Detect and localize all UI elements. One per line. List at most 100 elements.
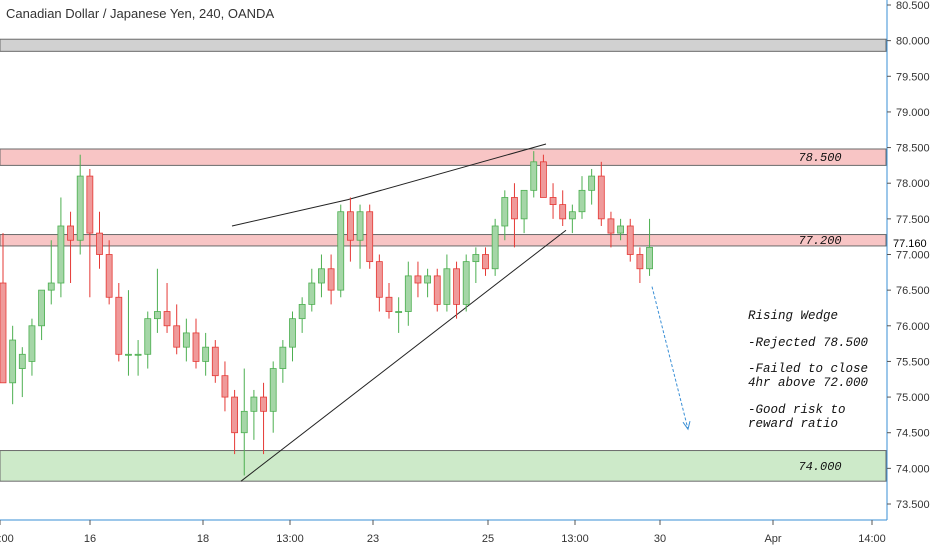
trendline [347, 143, 547, 201]
candle-body [366, 211, 374, 263]
candle-body [327, 268, 335, 291]
time-tick-label: 13:00 [561, 533, 589, 545]
candle-body [279, 346, 287, 369]
candle-body [250, 396, 258, 412]
candle-body [115, 296, 123, 355]
candle-body [646, 246, 653, 270]
candle-body [125, 353, 132, 356]
candle-body [482, 254, 489, 270]
candle-body [173, 325, 181, 348]
price-tick-label: 80.500 [896, 0, 930, 12]
zone-label: 74.000 [798, 460, 841, 474]
candle-body [501, 197, 509, 227]
time-tick-label: 13:00 [0, 533, 14, 545]
time-tick-label: 25 [482, 533, 494, 545]
time-tick-label: 16 [84, 533, 96, 545]
candle-body [404, 275, 412, 312]
candle-body [337, 211, 345, 291]
candle-body [578, 189, 586, 213]
price-tick-label: 75.500 [896, 356, 930, 368]
candle-body [240, 410, 248, 434]
candle-body [298, 303, 306, 320]
candle-body [192, 332, 200, 362]
candle-body [491, 225, 499, 270]
price-tick-label: 79.500 [896, 71, 930, 83]
note-line3b: reward ratio [748, 417, 839, 431]
candle-body [511, 197, 518, 220]
last-price-label: 77.160 [893, 238, 927, 250]
candle-body [424, 275, 432, 284]
price-tick-label: 76.500 [896, 285, 930, 297]
zone-band [0, 38, 887, 52]
candle-body [0, 282, 7, 384]
note-line3a: -Good risk to [748, 403, 846, 417]
candle-body [18, 353, 26, 369]
time-tick-label: Apr [764, 533, 781, 545]
candle-body [134, 353, 142, 356]
note-line2a: -Failed to close [748, 362, 869, 376]
trendline [231, 199, 349, 227]
candle-body [607, 218, 615, 234]
candle-body [559, 204, 567, 220]
zones-layer: 78.500 77.200 74.000 [0, 38, 887, 482]
candle-body [346, 211, 354, 241]
zone-band [0, 148, 887, 166]
price-tick-label: 76.000 [896, 321, 930, 333]
arrow-head [682, 421, 691, 431]
last-price-bg [889, 236, 932, 251]
candle-body [182, 332, 190, 348]
note-line2b: 4hr above 72.000 [748, 376, 869, 390]
candle-body [47, 282, 55, 291]
price-tick-label: 75.000 [896, 392, 930, 404]
candle-body [211, 346, 219, 377]
candle-body [395, 311, 403, 313]
candle-body [289, 318, 296, 348]
time-tick-label: 23 [367, 533, 379, 545]
time-axis[interactable]: 13:00 16 18 13:00 23 25 13:00 30 Apr 14:00 [0, 519, 887, 545]
note-line1: -Rejected 78.500 [748, 336, 869, 350]
candle-body [269, 368, 277, 412]
candle-body [67, 225, 74, 241]
candle-body [433, 275, 441, 305]
time-tick-label: 30 [654, 533, 666, 545]
price-tick-label: 78.500 [896, 143, 930, 155]
candle-body [318, 268, 325, 284]
candle-body [260, 396, 267, 412]
projection-arrow [651, 286, 689, 430]
price-tick-label: 74.500 [896, 428, 930, 440]
candle-body [636, 254, 644, 270]
candle-body [202, 346, 210, 362]
candle-body [231, 396, 239, 434]
candles-layer [0, 151, 653, 476]
candle-body [163, 311, 171, 327]
price-tick-label: 79.000 [896, 107, 930, 119]
candle-body [520, 189, 528, 220]
price-axis[interactable]: 80.500 80.000 79.500 79.000 78.500 78.000 77.5… [886, 0, 932, 550]
candle-body [443, 268, 451, 305]
candle-body [9, 339, 17, 384]
time-tick-label: 13:00 [276, 533, 304, 545]
time-tick-label: 18 [197, 533, 209, 545]
candle-body [472, 254, 480, 263]
candle-body [588, 175, 596, 191]
candle-body [221, 375, 229, 398]
candle-body [356, 211, 364, 241]
price-tick-label: 80.000 [896, 36, 930, 48]
candle-body [617, 225, 624, 234]
candle-body [57, 225, 65, 284]
price-tick-label: 73.500 [896, 499, 930, 511]
candle-body [105, 254, 113, 298]
price-tick-label: 77.000 [896, 250, 930, 262]
candle-body [540, 161, 547, 198]
candle-body [38, 289, 45, 327]
candle-body [86, 175, 94, 234]
candle-body [28, 325, 36, 362]
zone-label: 78.500 [798, 151, 841, 165]
candle-body [626, 225, 634, 255]
price-tick-label: 77.500 [896, 214, 930, 226]
trendline [240, 229, 567, 482]
candle-body [385, 296, 393, 312]
zone-band [0, 234, 887, 247]
candle-body [76, 175, 84, 241]
